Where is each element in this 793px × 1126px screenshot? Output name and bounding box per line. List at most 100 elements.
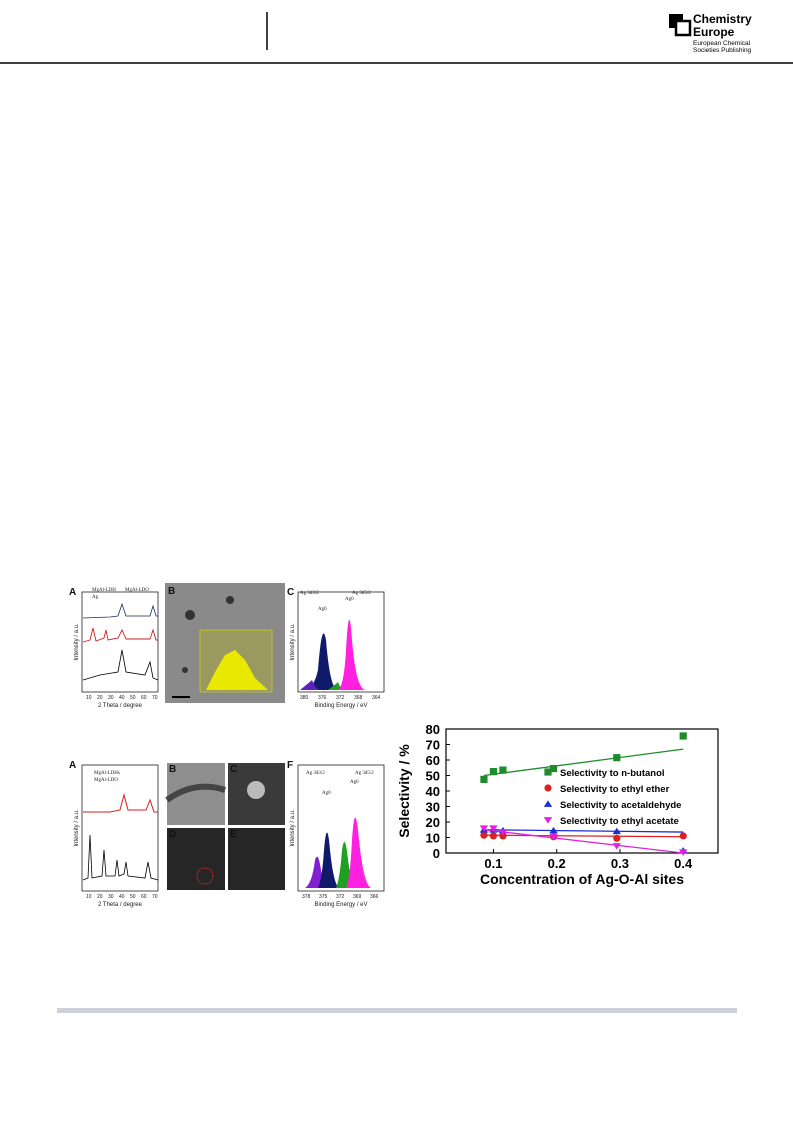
peak: [305, 856, 330, 888]
histogram: [206, 650, 268, 690]
marker: [612, 843, 621, 850]
legend: MgAl-LDHs: [94, 771, 120, 776]
marker: [498, 829, 508, 836]
frame: [297, 764, 385, 892]
marker: [499, 766, 507, 774]
y-tick-label: 20: [426, 815, 440, 830]
tem-image: [228, 828, 285, 890]
legend: MgAl-LDH: [92, 588, 116, 593]
marker: [489, 832, 498, 840]
legend: MgAl-LDO: [125, 588, 149, 593]
y-tick-label: 50: [426, 769, 440, 784]
tick-label: 375: [319, 894, 328, 900]
brand: Chemistry: [693, 12, 752, 26]
legend: Ag: [92, 595, 99, 600]
tick-label: 50: [130, 894, 136, 900]
tick-label: 372: [336, 695, 345, 701]
y-axis-label: Selectivity / %: [396, 744, 412, 838]
peak: [338, 619, 366, 690]
figure2-tem: B C D E: [165, 763, 285, 890]
marker: [549, 833, 558, 841]
peak: [346, 817, 372, 888]
y-tick-label: 10: [426, 831, 440, 846]
figure1-panel-c: C Ag 3d3/2 Ag 3d5/2 Ag0 Ag0 380 376 372 …: [287, 587, 385, 709]
trend-line: [483, 834, 684, 838]
peak-label: Ag 3d5/2: [352, 591, 371, 596]
tick-label: 60: [141, 695, 147, 701]
tick-label: 364: [372, 695, 381, 701]
frame: [81, 764, 159, 892]
marker: [612, 827, 621, 835]
axis-label: Intensity / a.u.: [290, 809, 296, 847]
panel-label: A: [69, 587, 76, 598]
peak-label: Ag 3d5/2: [355, 771, 374, 776]
legend-label: Selectivity to ethyl ether: [560, 784, 670, 795]
panel-label: A: [69, 760, 76, 771]
peak-label: Ag0: [350, 780, 359, 785]
tick-label: 40: [119, 695, 125, 701]
axis-label: Intensity / a.u.: [74, 623, 80, 661]
y-tick-label: 40: [426, 784, 440, 799]
footer-rule: [57, 1008, 737, 1013]
publisher: Societies Publishing: [693, 47, 752, 54]
particle: [182, 667, 188, 673]
highlight: [196, 867, 214, 885]
tick-label: 10: [86, 695, 92, 701]
y-tick-label: 70: [426, 738, 440, 753]
x-axis-label: Concentration of Ag-O-Al sites: [480, 871, 684, 887]
trend-line: [483, 829, 684, 854]
particle: [247, 781, 265, 799]
tick-label: 378: [302, 894, 311, 900]
x-tick-label: 0.2: [548, 856, 566, 871]
axis-label: Binding Energy / eV: [314, 703, 367, 709]
x-tick-label: 0.1: [484, 856, 502, 871]
marker: [479, 825, 489, 832]
panel-label: D: [169, 829, 176, 840]
peak-label: Ag0: [345, 597, 354, 602]
figure1-panel-b: B: [165, 583, 285, 703]
tick-label: 372: [336, 894, 345, 900]
spectrum: [82, 602, 158, 619]
frame: [297, 591, 385, 693]
panel-label: B: [168, 586, 175, 597]
brand: Europe: [693, 25, 735, 39]
x-tick-label: 0.3: [611, 856, 629, 871]
marker: [480, 831, 488, 839]
axis-label: 2 Theta / degree: [98, 902, 143, 908]
scale-bar: [172, 696, 190, 698]
tick-label: 20: [97, 894, 103, 900]
peak-label: Ag 3d3/2: [306, 771, 325, 776]
logo: [669, 14, 692, 37]
peak-label: Ag0: [322, 791, 331, 796]
legend-marker: [544, 784, 552, 792]
tick-label: 50: [130, 695, 136, 701]
figure1-panel-a: A MgAl-LDH MgAl-LDO Ag 10 20 30 40 50 60…: [69, 587, 159, 709]
trend-line: [483, 829, 684, 833]
marker: [549, 764, 558, 773]
tick-label: 30: [108, 894, 114, 900]
peak-label: Ag0: [318, 607, 327, 612]
panel-label: C: [287, 587, 294, 598]
tick-label: 30: [108, 695, 114, 701]
tick-label: 40: [119, 894, 125, 900]
peak: [300, 680, 320, 690]
peak: [305, 633, 338, 690]
panel-label: C: [230, 764, 237, 775]
marker: [489, 768, 498, 776]
layer: [165, 783, 226, 803]
figure2-panel-a: A MgAl-LDHs MgAl-LDO 10 20 30 40 50 60 7…: [69, 760, 159, 908]
marker: [489, 825, 498, 832]
tick-label: 20: [97, 695, 103, 701]
trend-line: [483, 748, 684, 777]
spectrum: [83, 793, 158, 813]
figure2-panel-f: F Ag 3d3/2 Ag 3d5/2 Ag0 Ag0 378 375 372 …: [287, 760, 385, 908]
y-tick-label: 60: [426, 753, 440, 768]
tick-label: 60: [141, 894, 147, 900]
axis-label: Intensity / a.u.: [290, 623, 296, 661]
y-tick-label: 0: [433, 846, 440, 861]
axis-label: 2 Theta / degree: [98, 703, 143, 709]
tick-label: 10: [86, 894, 92, 900]
legend-marker: [543, 817, 553, 824]
legend: MgAl-LDO: [94, 778, 118, 783]
